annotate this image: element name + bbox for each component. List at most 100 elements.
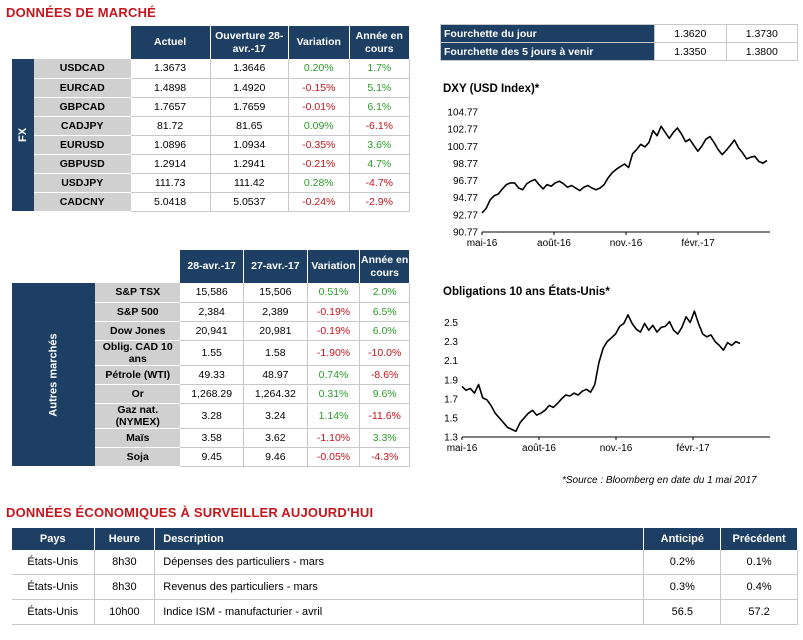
fourchette-table: Fourchette du jour 1.3620 1.3730 Fourche… bbox=[440, 24, 798, 61]
series-line bbox=[461, 310, 741, 433]
x-tick-label: août-16 bbox=[537, 238, 571, 249]
variation-value: -0.19% bbox=[307, 302, 361, 322]
fx-side-label: FX bbox=[12, 59, 34, 211]
ytd-value: 2.0% bbox=[359, 283, 410, 303]
table-row: S&P 500 2,384 2,389 -0.19% 6.5% bbox=[12, 302, 410, 322]
y-tick-label: 1.7 bbox=[444, 394, 458, 405]
open-value: 1.0934 bbox=[210, 135, 289, 155]
variation-value: -0.05% bbox=[307, 447, 361, 467]
ytd-value: -4.3% bbox=[359, 447, 410, 467]
dxy-chart: 104.77 102.77 100.77 98.77 96.77 94.77 92.77 90… bbox=[447, 108, 770, 249]
table-row: Soja 9.45 9.46 -0.05% -4.3% bbox=[12, 447, 410, 467]
ytd-value: -4.7% bbox=[349, 173, 411, 193]
ytd-value: -8.6% bbox=[359, 365, 410, 385]
variation-value: -0.21% bbox=[288, 154, 350, 174]
row-label: Oblig. CAD 10 ans bbox=[95, 340, 181, 366]
x-tick-label: août-16 bbox=[522, 443, 556, 454]
table-row: USDJPY 111.73 111.42 0.28% -4.7% bbox=[12, 173, 411, 193]
econ-previous: 57.2 bbox=[720, 599, 798, 625]
table-row: GBPUSD 1.2914 1.2941 -0.21% 4.7% bbox=[12, 154, 411, 174]
y-tick-label: 96.77 bbox=[453, 176, 478, 187]
table-row: États-Unis 8h30 Revenus des particuliers -… bbox=[12, 574, 798, 600]
row-label: Gaz nat. (NYMEX) bbox=[95, 403, 181, 429]
row-label: USDJPY bbox=[33, 173, 131, 193]
fx-table: Actuel Ouverture 28-avr.-17 Variation An… bbox=[12, 26, 411, 212]
table-row: États-Unis 8h30 Dépenses des particuliers … bbox=[12, 550, 798, 575]
table-row: Autres marchés S&P TSX 15,586 15,506 0.51% 2.… bbox=[12, 283, 410, 466]
ytd-value: 6.1% bbox=[349, 97, 411, 117]
ytd-value: 6.5% bbox=[359, 302, 410, 322]
current-value: 15,586 bbox=[180, 283, 245, 303]
current-value: 1.0896 bbox=[130, 135, 211, 155]
current-value: 1.7657 bbox=[130, 97, 211, 117]
open-value: 1.7659 bbox=[210, 97, 289, 117]
open-value: 48.97 bbox=[243, 365, 308, 385]
ytd-value: -6.1% bbox=[349, 116, 411, 136]
variation-value: 0.74% bbox=[307, 365, 361, 385]
ytd-value: 9.6% bbox=[359, 384, 410, 404]
fourchette-high: 1.3800 bbox=[725, 42, 798, 61]
row-label: S&P 500 bbox=[95, 302, 181, 322]
source-note: *Source : Bloomberg en date du 1 mai 201… bbox=[562, 475, 757, 486]
x-tick-label: nov.-16 bbox=[610, 238, 643, 249]
table-row: EURCAD 1.4898 1.4920 -0.15% 5.1% bbox=[12, 78, 411, 98]
current-value: 1.55 bbox=[180, 340, 245, 366]
y-tick-label: 1.9 bbox=[444, 375, 458, 386]
table-row: CADCNY 5.0418 5.0537 -0.24% -2.9% bbox=[12, 192, 411, 212]
open-value: 20,981 bbox=[243, 321, 308, 341]
fourchette-low: 1.3620 bbox=[654, 24, 727, 43]
y-tick-label: 102.77 bbox=[447, 125, 478, 136]
open-value: 15,506 bbox=[243, 283, 308, 303]
row-label: USDCAD bbox=[33, 59, 131, 79]
fourchette-row-day: Fourchette du jour 1.3620 1.3730 bbox=[440, 24, 798, 43]
ytd-value: -10.0% bbox=[359, 340, 410, 366]
fourchette-row-5days: Fourchette des 5 jours à venir 1.3350 1.… bbox=[440, 42, 798, 61]
row-label: Pétrole (WTI) bbox=[95, 365, 181, 385]
row-label: Maïs bbox=[95, 428, 181, 448]
other-header-variation: Variation bbox=[307, 250, 361, 283]
econ-time: 8h30 bbox=[94, 550, 156, 575]
variation-value: -1.10% bbox=[307, 428, 361, 448]
row-label: Soja bbox=[95, 447, 181, 467]
current-value: 9.45 bbox=[180, 447, 245, 467]
econ-country: États-Unis bbox=[12, 550, 95, 575]
variation-value: -0.35% bbox=[288, 135, 350, 155]
y-tick-label: 2.1 bbox=[444, 356, 458, 367]
current-value: 111.73 bbox=[130, 173, 211, 193]
econ-time: 10h00 bbox=[94, 599, 156, 625]
econ-expected: 0.3% bbox=[643, 574, 722, 600]
fourchette-low: 1.3350 bbox=[654, 42, 727, 61]
ytd-value: -2.9% bbox=[349, 192, 411, 212]
y-tick-label: 98.77 bbox=[453, 159, 478, 170]
variation-value: 0.09% bbox=[288, 116, 350, 136]
open-value: 1.2941 bbox=[210, 154, 289, 174]
fx-header-ouverture: Ouverture 28-avr.-17 bbox=[210, 26, 289, 59]
ytd-value: 6.0% bbox=[359, 321, 410, 341]
open-value: 1.4920 bbox=[210, 78, 289, 98]
table-row: Oblig. CAD 10 ans 1.55 1.58 -1.90% -10.0% bbox=[12, 340, 410, 366]
current-value: 3.28 bbox=[180, 403, 245, 429]
other-markets-table: 28-avr.-17 27-avr.-17 Variation Année en… bbox=[12, 250, 410, 467]
table-row: GBPCAD 1.7657 1.7659 -0.01% 6.1% bbox=[12, 97, 411, 117]
table-row: Pétrole (WTI) 49.33 48.97 0.74% -8.6% bbox=[12, 365, 410, 385]
variation-value: -0.24% bbox=[288, 192, 350, 212]
other-header-ytd: Année en cours bbox=[359, 250, 410, 283]
row-label: GBPUSD bbox=[33, 154, 131, 174]
variation-value: -0.19% bbox=[307, 321, 361, 341]
current-value: 1.4898 bbox=[130, 78, 211, 98]
fx-header-actuel: Actuel bbox=[130, 26, 211, 59]
y-tick-label: 104.77 bbox=[447, 108, 478, 119]
y-tick-label: 100.77 bbox=[447, 142, 478, 153]
econ-description: Dépenses des particuliers - mars bbox=[154, 550, 645, 575]
current-value: 1.2914 bbox=[130, 154, 211, 174]
y-tick-label: 90.77 bbox=[453, 228, 478, 239]
row-label: CADCNY bbox=[33, 192, 131, 212]
x-tick-label: févr.-17 bbox=[681, 238, 715, 249]
table-row: CADJPY 81.72 81.65 0.09% -6.1% bbox=[12, 116, 411, 136]
open-value: 1.58 bbox=[243, 340, 308, 366]
x-tick-label: mai-16 bbox=[447, 443, 478, 454]
table-row: Or 1,268.29 1,264.32 0.31% 9.6% bbox=[12, 384, 410, 404]
row-label: EURUSD bbox=[33, 135, 131, 155]
y-tick-label: 1.3 bbox=[444, 433, 458, 444]
